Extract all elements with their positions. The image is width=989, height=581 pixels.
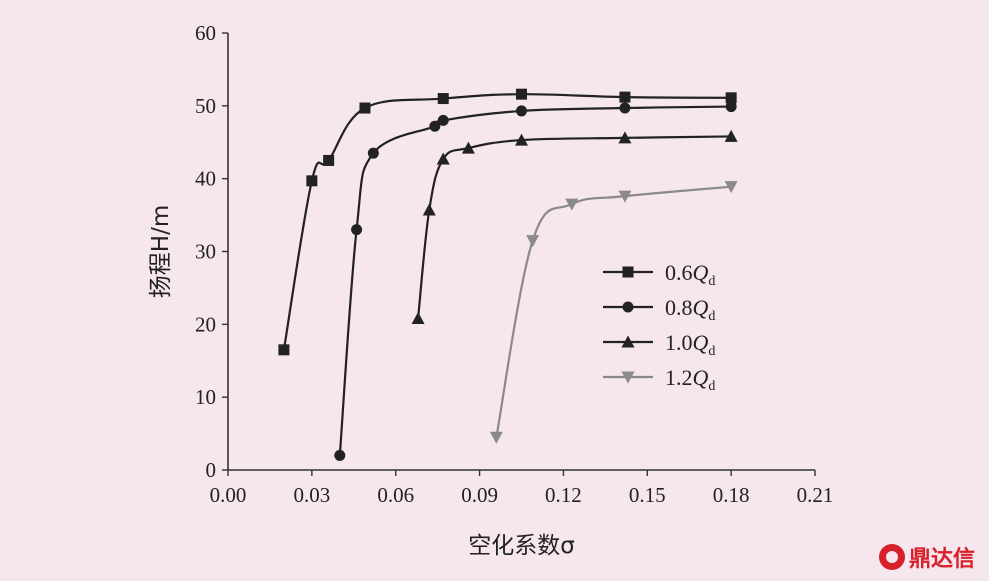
- y-tick-label: 60: [195, 21, 216, 45]
- legend-label: 1.2Qd: [665, 365, 715, 394]
- y-tick-label: 20: [195, 312, 216, 336]
- y-axis-title: 扬程H/m: [148, 205, 174, 298]
- data-point: [516, 105, 527, 117]
- data-point: [411, 312, 425, 325]
- data-point: [422, 203, 436, 216]
- data-point: [618, 190, 632, 203]
- axes: 0.00 0.03 0.06 0.09 0.12 0.15 0.18 0.21 0 10 20 30 4…: [148, 21, 833, 559]
- data-point: [724, 129, 738, 142]
- data-point: [565, 198, 579, 211]
- data-point: [437, 114, 449, 126]
- data-point: [429, 120, 441, 132]
- data-point: [359, 102, 371, 114]
- series-3: [411, 129, 738, 325]
- data-point: [437, 93, 449, 105]
- dingdaxin-logo-icon: [878, 544, 905, 570]
- legend-item: 1.0Qd: [603, 330, 715, 359]
- data-point: [618, 131, 632, 144]
- y-tick-label: 10: [195, 385, 216, 409]
- data-point: [725, 101, 737, 113]
- series-2: [334, 101, 737, 461]
- data-point: [725, 92, 737, 104]
- legend: 0.6Qd 0.8Qd 1.0Qd 1.2Qd: [603, 260, 715, 394]
- data-point: [306, 175, 318, 187]
- x-tick-label: 0.12: [545, 483, 582, 507]
- data-point: [515, 133, 528, 146]
- legend-swatch-marker: [621, 371, 635, 384]
- legend-swatch-marker: [622, 266, 634, 278]
- series-line: [495, 185, 732, 438]
- legend-item: 1.2Qd: [603, 365, 715, 394]
- x-tick-label: 0.09: [461, 483, 498, 507]
- data-point: [619, 102, 631, 114]
- series-1: [278, 88, 737, 356]
- data-point: [526, 235, 540, 248]
- x-tick-label: 0.03: [293, 483, 330, 507]
- x-tick-label: 0.21: [797, 483, 834, 507]
- x-tick-label: 0.15: [629, 483, 666, 507]
- legend-label: 1.0Qd: [665, 330, 715, 359]
- x-tick-label: 0.00: [210, 483, 247, 507]
- data-point: [516, 88, 527, 100]
- watermark-text: 鼎达信: [908, 547, 975, 572]
- data-point: [461, 141, 475, 154]
- data-point: [619, 91, 631, 103]
- x-axis-title: 空化系数σ: [468, 533, 575, 559]
- legend-swatch-marker: [622, 301, 634, 313]
- data-point: [724, 181, 738, 194]
- watermark: 鼎达信: [878, 541, 975, 573]
- y-tick-label: 40: [195, 167, 216, 191]
- x-tick-label: 0.06: [377, 483, 414, 507]
- legend-label: 0.8Qd: [665, 295, 715, 324]
- y-tick-label: 50: [195, 94, 216, 118]
- data-point: [367, 147, 379, 159]
- data-point: [436, 152, 450, 165]
- data-point: [334, 449, 346, 461]
- data-point: [351, 224, 363, 236]
- y-tick-label: 0: [206, 458, 217, 482]
- data-point: [323, 154, 335, 166]
- legend-item: 0.8Qd: [603, 295, 715, 324]
- legend-label: 0.6Qd: [665, 260, 715, 289]
- series-line: [416, 135, 732, 319]
- series-4: [489, 181, 738, 444]
- x-tick-label: 0.18: [713, 483, 750, 507]
- data-point: [489, 431, 503, 444]
- legend-item: 0.6Qd: [603, 260, 715, 289]
- series-layer: [278, 88, 738, 461]
- legend-swatch-marker: [621, 335, 635, 348]
- y-tick-label: 30: [195, 240, 216, 264]
- data-point: [278, 344, 290, 356]
